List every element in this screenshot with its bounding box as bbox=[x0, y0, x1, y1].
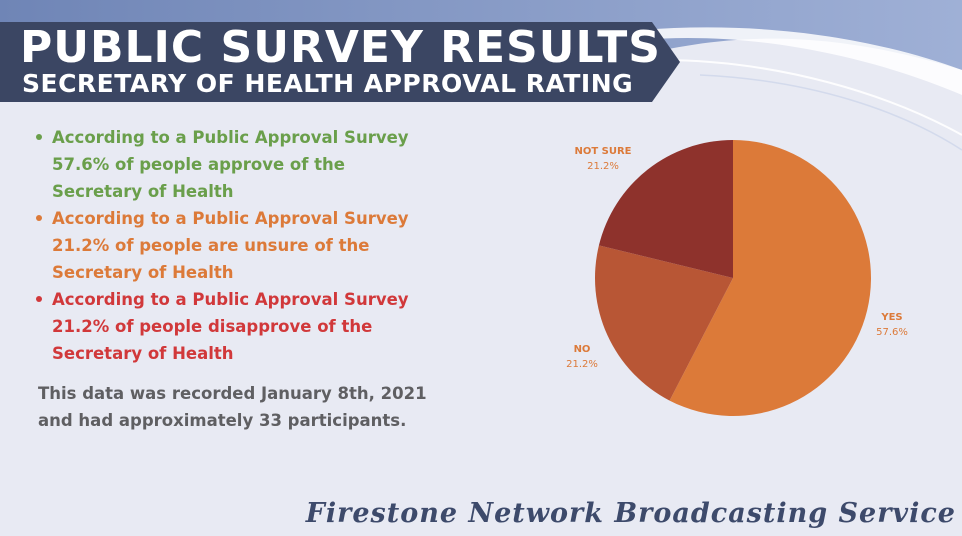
pie-chart: YES 57.6% NO 21.2% NOT SURE 21.2% bbox=[566, 140, 908, 416]
finding-line: Secretary of Health bbox=[52, 182, 234, 201]
finding-line: 21.2% of people are unsure of the bbox=[52, 236, 370, 255]
findings-list: According to a Public Approval Survey 57… bbox=[34, 124, 494, 367]
finding-line: Secretary of Health bbox=[52, 263, 234, 282]
bullet-dot bbox=[36, 215, 42, 221]
banner-shape bbox=[0, 22, 680, 102]
finding-disapprove: According to a Public Approval Survey 21… bbox=[34, 286, 494, 367]
slice-value-label: 21.2% bbox=[566, 359, 598, 370]
title-banner: PUBLIC SURVEY RESULTS SECRETARY OF HEALT… bbox=[0, 22, 680, 102]
page-title: PUBLIC SURVEY RESULTS bbox=[20, 22, 661, 73]
finding-line: Secretary of Health bbox=[52, 344, 234, 363]
pie-slice-no bbox=[595, 245, 733, 401]
pie-slice-yes bbox=[669, 140, 871, 416]
finding-line: According to a Public Approval Survey bbox=[52, 128, 409, 147]
slice-label: NO bbox=[574, 344, 591, 355]
bullet-dot bbox=[36, 134, 42, 140]
bullet-dot bbox=[36, 296, 42, 302]
finding-approve: According to a Public Approval Survey 57… bbox=[34, 124, 494, 205]
pie-slice-not-sure bbox=[598, 140, 733, 278]
note-line-2: and had approximately 33 participants. bbox=[38, 411, 407, 430]
slice-value-label: 57.6% bbox=[876, 327, 908, 338]
finding-line: According to a Public Approval Survey bbox=[52, 209, 409, 228]
finding-line: 57.6% of people approve of the bbox=[52, 155, 345, 174]
slice-label: NOT SURE bbox=[574, 146, 631, 157]
finding-line: According to a Public Approval Survey bbox=[52, 290, 409, 309]
survey-note: This data was recorded January 8th, 2021… bbox=[38, 380, 508, 434]
note-line-1: This data was recorded January 8th, 2021 bbox=[38, 384, 427, 403]
finding-line: 21.2% of people disapprove of the bbox=[52, 317, 373, 336]
footer-brand: Firestone Network Broadcasting Service bbox=[305, 498, 956, 529]
slice-value-label: 21.2% bbox=[587, 161, 619, 172]
slice-label: YES bbox=[880, 312, 902, 323]
finding-unsure: According to a Public Approval Survey 21… bbox=[34, 205, 494, 286]
page-subtitle: SECRETARY OF HEALTH APPROVAL RATING bbox=[22, 69, 634, 98]
